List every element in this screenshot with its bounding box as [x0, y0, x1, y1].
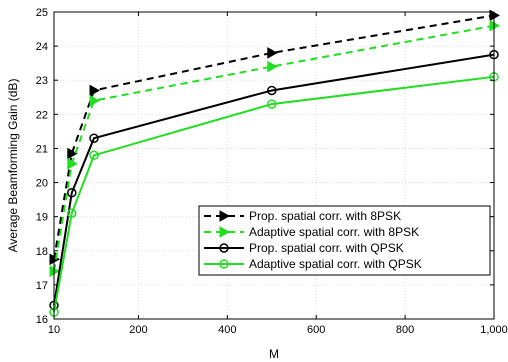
data-point	[67, 188, 77, 198]
y-tick-label: 20	[36, 178, 48, 190]
x-tick-label: 10	[48, 324, 60, 336]
y-tick-label: 23	[36, 75, 48, 87]
series-line	[53, 53, 495, 306]
legend-label: Prop. spatial corr. with QPSK	[249, 241, 404, 255]
legend-marker	[219, 243, 229, 253]
series-line	[53, 24, 495, 272]
y-tick-label: 16	[36, 314, 48, 326]
legend-marker	[219, 259, 229, 269]
x-axis-label: M	[269, 347, 279, 361]
x-tick-label: 1,000	[480, 324, 508, 336]
data-point	[267, 99, 277, 109]
y-tick-label: 18	[36, 246, 48, 258]
y-tick-label: 24	[36, 41, 48, 53]
plot-area-frame	[53, 11, 495, 320]
series-line	[53, 75, 495, 313]
data-point	[267, 60, 278, 73]
x-tick-label: 400	[218, 324, 236, 336]
legend-box	[198, 205, 491, 276]
data-point	[89, 84, 101, 97]
data-point	[67, 157, 78, 170]
legend-marker	[219, 210, 231, 222]
data-point	[67, 208, 77, 219]
legend-entry: Adaptive spatial corr. with QPSK	[204, 257, 422, 271]
legend-label: Adaptive spatial corr. with 8PSK	[249, 225, 419, 239]
y-tick-label: 21	[36, 143, 48, 155]
legend-entry: Prop. spatial corr. with QPSK	[204, 241, 404, 255]
legend-marker	[219, 226, 231, 238]
data-point	[89, 133, 99, 143]
data-point	[67, 147, 78, 160]
y-tick-label: 22	[36, 109, 48, 121]
data-point	[267, 85, 277, 96]
legend-entry: Prop. spatial corr. with 8PSK	[204, 209, 401, 223]
legend-label: Adaptive spatial corr. with QPSK	[249, 257, 422, 271]
legend-entry: Adaptive spatial corr. with 8PSK	[204, 225, 419, 239]
series-4	[49, 72, 499, 317]
data-point	[267, 47, 278, 59]
series-layer	[49, 9, 501, 317]
x-tick-label: 600	[307, 324, 325, 336]
axes: 10 200 400 600 800 1,000 16 17 18 19 20 21 22 23 24 25	[36, 7, 508, 336]
y-tick-label: 25	[36, 7, 48, 19]
data-point	[89, 150, 99, 161]
y-tick-label: 19	[36, 212, 48, 224]
y-tick-label: 17	[36, 280, 48, 292]
x-tick-label: 200	[129, 324, 147, 336]
x-tick-label: 800	[396, 324, 414, 336]
legend-label: Prop. spatial corr. with 8PSK	[249, 209, 401, 223]
y-axis-label: Average Beamforming Gain (dB)	[6, 79, 20, 253]
legend: Prop. spatial corr. with 8PSK Adaptive sp…	[198, 205, 491, 276]
data-point	[89, 94, 101, 107]
